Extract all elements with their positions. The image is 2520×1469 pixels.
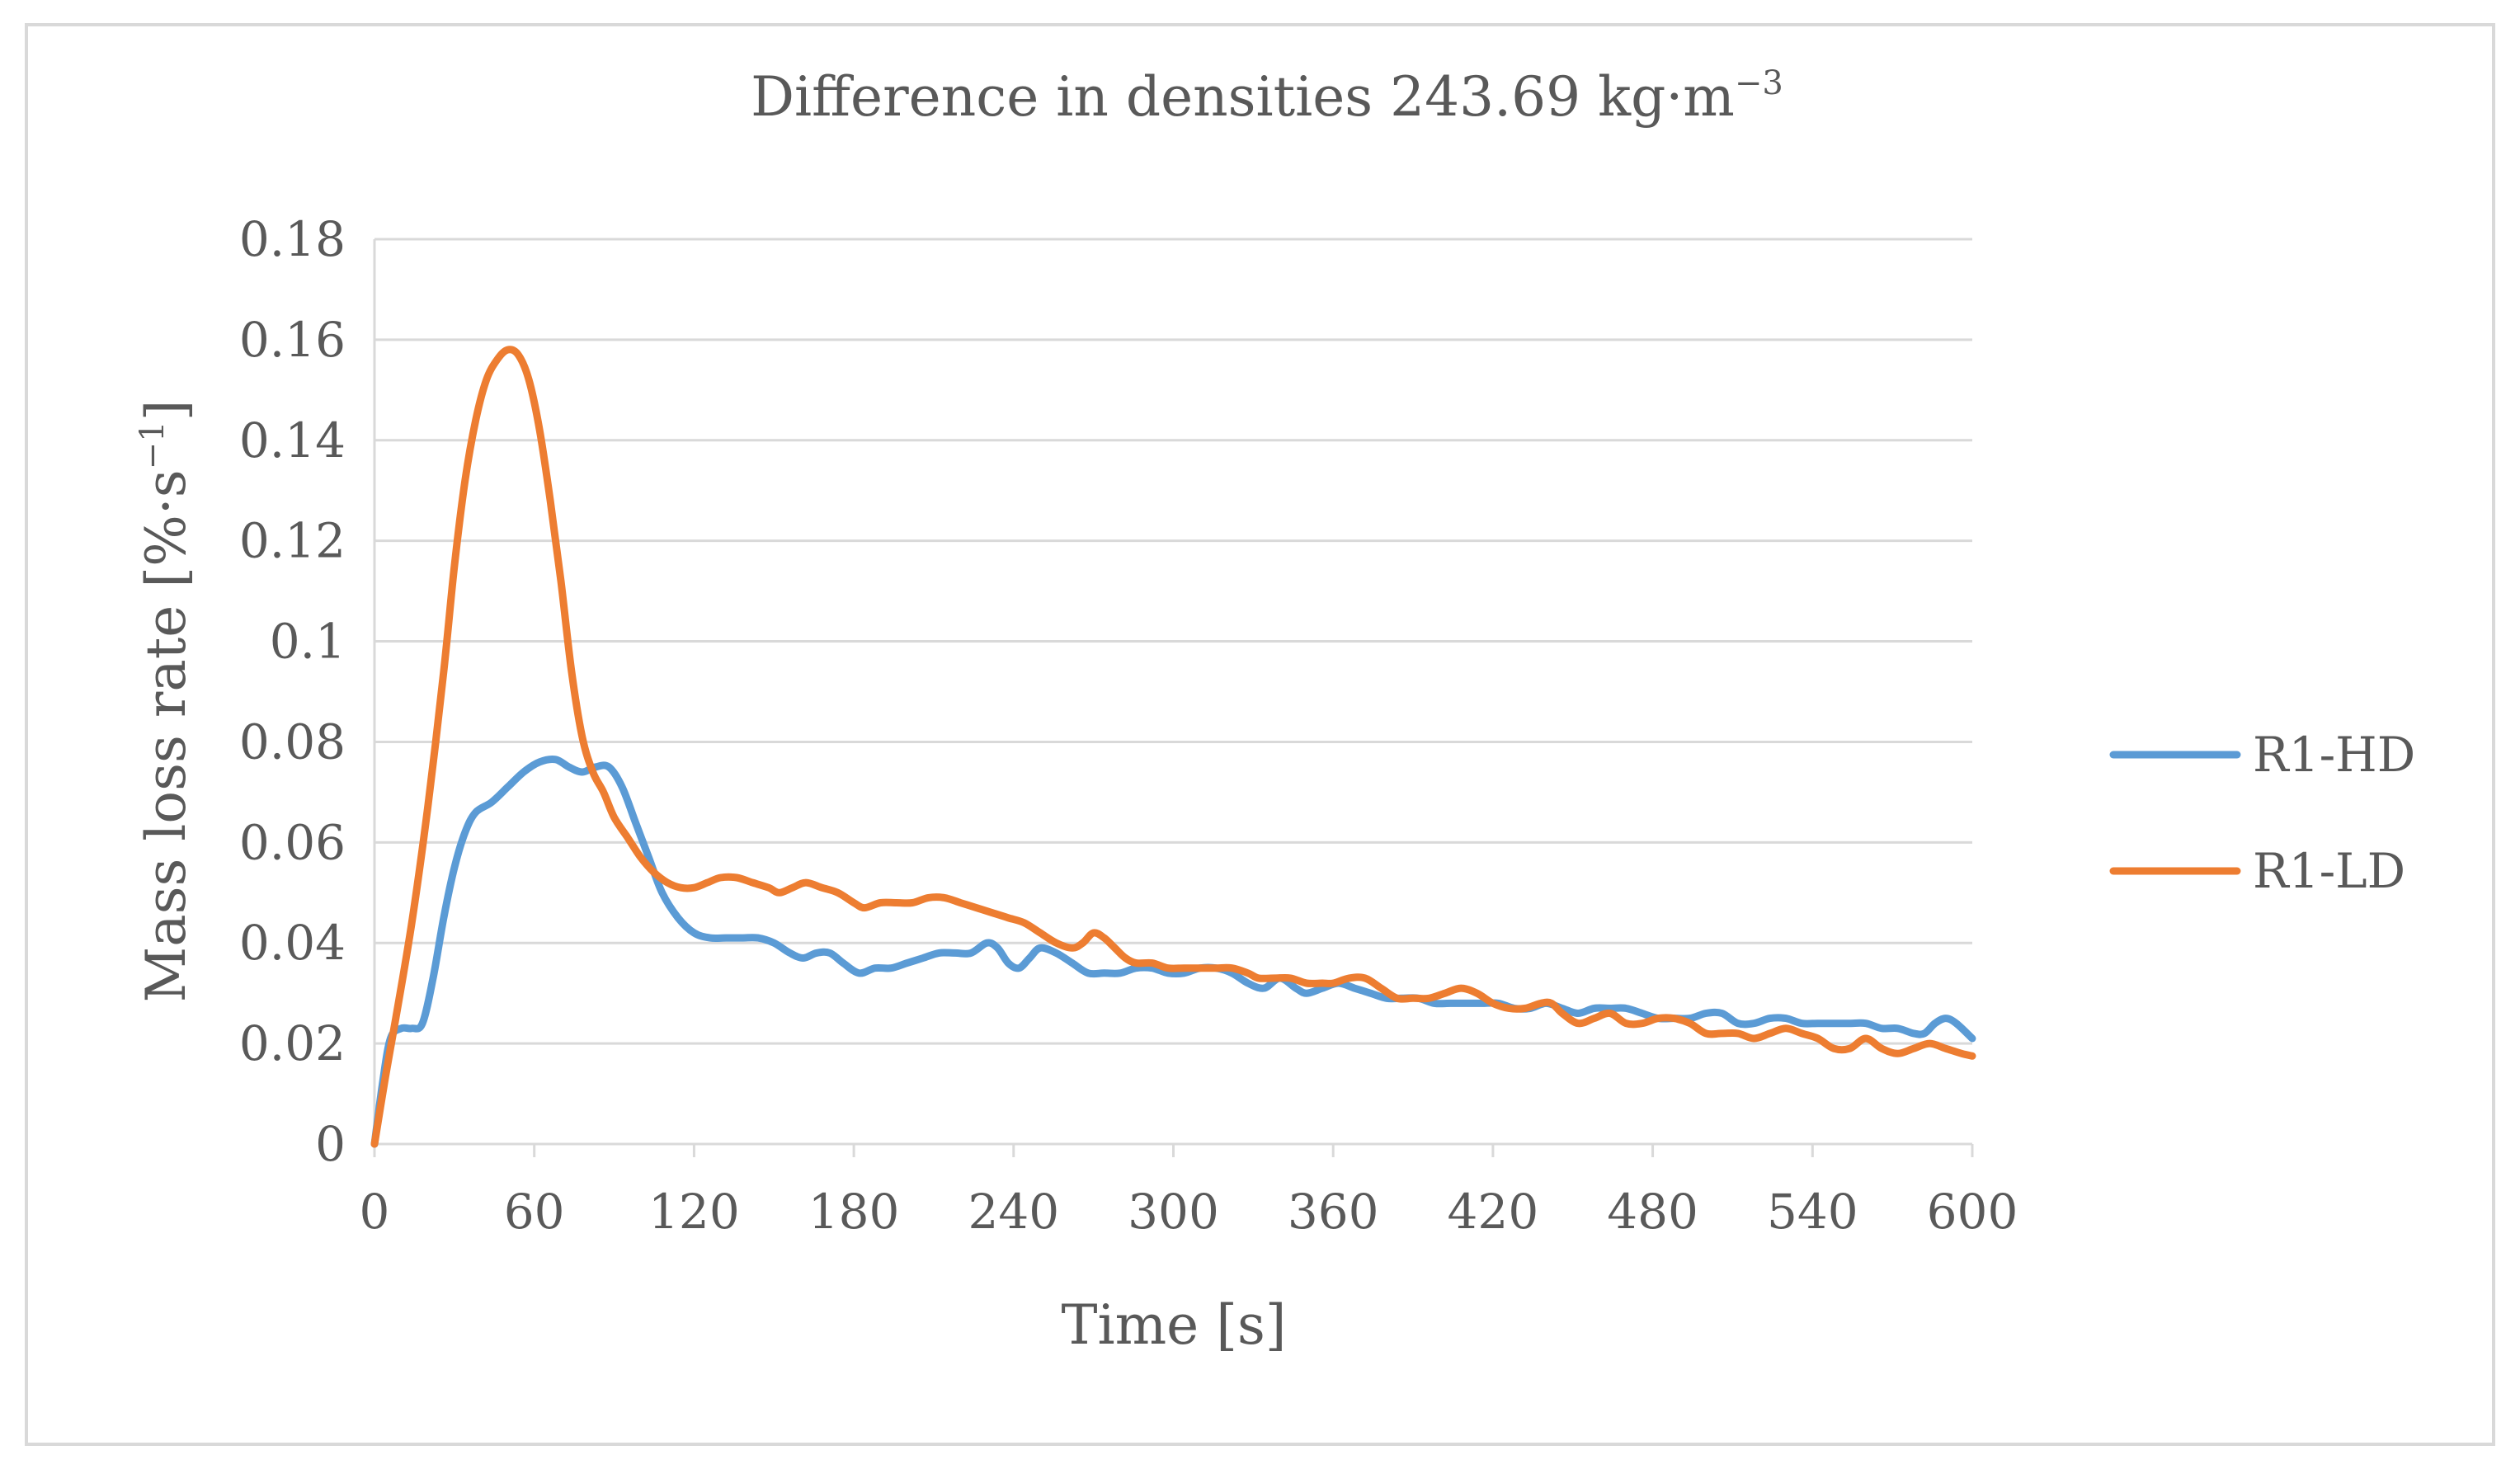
series-lines xyxy=(370,346,1976,1148)
y-tick-label: 0.1 xyxy=(270,614,346,670)
x-axis-label: Time [s] xyxy=(1061,1293,1286,1357)
chart-svg: Difference in densities 243.69 kg·m−3 00… xyxy=(134,64,2415,1357)
y-tick-label: 0.14 xyxy=(239,412,346,468)
x-tick-label: 60 xyxy=(504,1184,565,1240)
legend-label-r1-hd: R1-HD xyxy=(2253,727,2415,783)
y-axis-label: Mass loss rate [%·s−1] xyxy=(134,400,198,1003)
series-line-r1-hd xyxy=(370,755,1976,1148)
y-axis-label-superscript: −1 xyxy=(134,421,172,469)
y-tick-label: 0.18 xyxy=(239,211,346,267)
x-tick-label: 120 xyxy=(648,1184,740,1240)
x-tick-label: 420 xyxy=(1448,1184,1539,1240)
y-tick-label: 0.06 xyxy=(239,814,346,870)
gridlines xyxy=(373,238,1972,1146)
x-tick-label: 600 xyxy=(1927,1184,2018,1240)
y-tick-label: 0 xyxy=(315,1116,346,1172)
series-line-r1-ld xyxy=(370,346,1976,1148)
x-tick-label: 480 xyxy=(1607,1184,1698,1240)
x-axis-ticks: 0 60 120 180 240 300 360 420 480 540 600 xyxy=(360,1144,2018,1240)
x-tick-label: 0 xyxy=(360,1184,390,1240)
y-tick-label: 0.16 xyxy=(239,312,346,368)
x-tick-label: 300 xyxy=(1128,1184,1219,1240)
y-tick-label: 0.12 xyxy=(239,513,346,569)
y-tick-label: 0.08 xyxy=(239,713,346,770)
legend-label-r1-ld: R1-LD xyxy=(2253,843,2405,899)
y-tick-label: 0.02 xyxy=(239,1015,346,1071)
chart-title: Difference in densities 243.69 kg·m−3 xyxy=(751,64,1783,129)
y-axis-ticks: 0 0.02 0.04 0.06 0.08 0.1 0.12 0.14 0.16 0.18 xyxy=(239,211,346,1172)
x-tick-label: 360 xyxy=(1288,1184,1379,1240)
y-tick-label: 0.04 xyxy=(239,915,346,971)
x-tick-label: 240 xyxy=(968,1184,1059,1240)
x-tick-label: 540 xyxy=(1767,1184,1858,1240)
chart-title-superscript: −3 xyxy=(1735,64,1783,102)
legend: R1-HD R1-LD xyxy=(2109,727,2415,899)
x-tick-label: 180 xyxy=(808,1184,900,1240)
